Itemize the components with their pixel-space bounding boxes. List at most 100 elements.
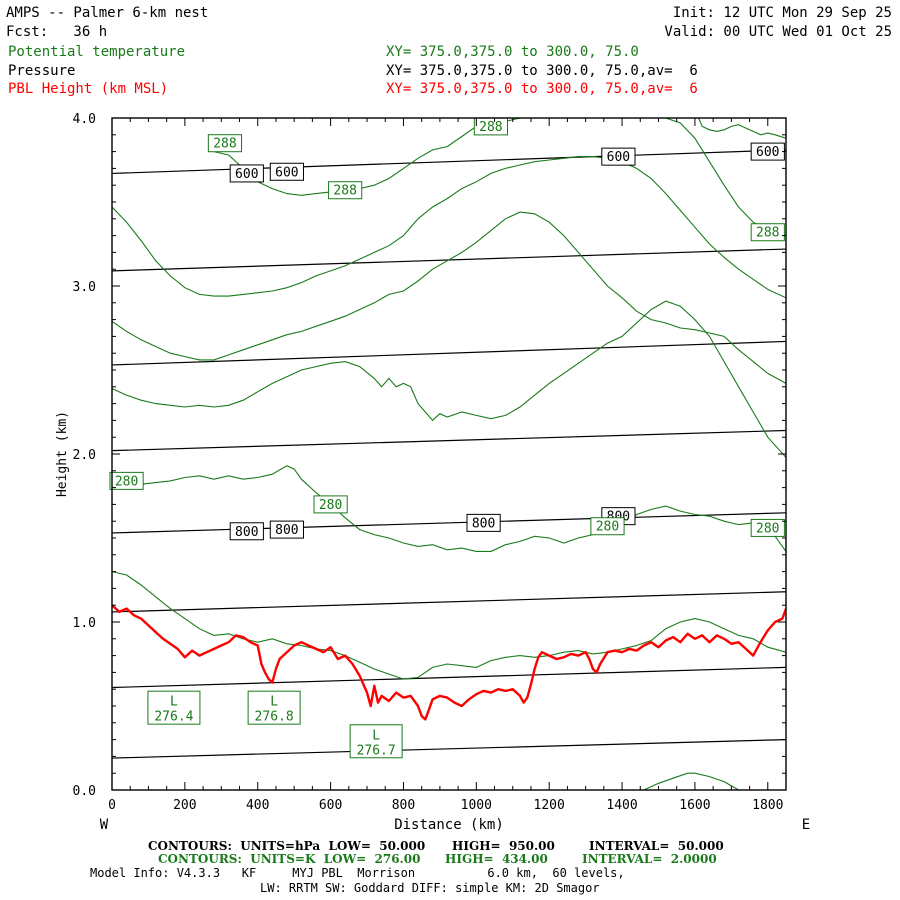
theta-label-2: 288	[473, 117, 508, 136]
west-label: W	[100, 817, 109, 833]
isobar-950	[112, 739, 786, 759]
axes-layer: 0 200 400 600 800 1000 1200 1400 1600 1800 0.0 1.0 2…	[55, 112, 810, 833]
theta-label-2-text: 288	[479, 120, 502, 135]
pressure-label-0-box	[229, 164, 264, 183]
theta-label-3: 288	[750, 223, 785, 242]
pressure-label-7-box	[601, 507, 636, 526]
theta-label-2-box	[473, 117, 508, 136]
forecast-hour: Fcst: 36 h	[6, 24, 108, 40]
x-tick-label: 1200	[534, 798, 565, 813]
isobar-650	[112, 248, 786, 272]
x-axis-title: Distance (km)	[394, 817, 504, 833]
theta-contour-2	[112, 156, 786, 299]
isobar-layer	[112, 149, 786, 759]
theta-label-5-text: 280	[319, 498, 342, 513]
x-tick-label: 1000	[461, 798, 492, 813]
x-tick-label: 1600	[679, 798, 710, 813]
pressure-label-4-box	[229, 522, 264, 541]
theta-label-3-text: 288	[756, 226, 779, 241]
contour-label-layer: 600 600 600 600 800 800 800 800 288 288 288 288 280 2…	[109, 117, 785, 759]
y-tick-label: 3.0	[73, 280, 96, 295]
x-tick-label: 1400	[606, 798, 637, 813]
theta-label-1-text: 288	[333, 184, 356, 199]
valid-time: Valid: 00 UTC Wed 01 Oct 25	[664, 24, 892, 40]
pressure-label-2-text: 600	[607, 150, 630, 165]
theta-contour-3	[112, 211, 786, 384]
pbl-layer	[112, 604, 786, 721]
isobar-900	[112, 666, 786, 689]
pressure-label-0: 600	[229, 164, 264, 183]
theta-contour-1	[213, 118, 786, 237]
low-letter-2: L	[372, 728, 380, 743]
pbl-height-line	[112, 604, 786, 721]
footer-hpa-high: HIGH= 950.00	[452, 839, 555, 853]
pressure-label-5-box	[269, 520, 304, 539]
theta-label-4-text: 280	[115, 474, 138, 489]
pressure-label-7: 800	[601, 507, 636, 526]
x-tick-label: 200	[173, 798, 196, 813]
theta-label-0: 288	[207, 134, 243, 153]
isobar-600	[112, 149, 786, 175]
pressure-label-1-text: 600	[275, 165, 298, 180]
field3-name: PBL Height (km MSL)	[8, 81, 169, 97]
theta-label-3-box	[750, 223, 785, 242]
pressure-label-1: 600	[269, 162, 304, 181]
theta-label-6-text: 280	[596, 520, 619, 535]
pressure-label-3-box	[750, 142, 785, 161]
y-tick-label: 1.0	[73, 616, 96, 631]
footer-hpa-low: CONTOURS: UNITS=hPa LOW= 50.000	[148, 839, 426, 853]
y-tick-label: 2.0	[73, 448, 96, 463]
pressure-label-3-text: 600	[756, 145, 779, 160]
low-value-2: 276.7	[357, 743, 396, 758]
field1-name: Potential temperature	[8, 44, 186, 60]
low-box-2	[349, 724, 403, 759]
x-tick-label: 0	[108, 798, 116, 813]
x-tick-label: 600	[319, 798, 342, 813]
pressure-label-7-text: 800	[607, 510, 630, 525]
x-tick-label: 400	[246, 798, 269, 813]
y-tick-label: 4.0	[73, 112, 96, 127]
plot-frame	[111, 117, 787, 791]
theta-contour-6	[112, 571, 786, 680]
theta-contour-7	[643, 772, 739, 790]
pressure-label-2-box	[601, 147, 636, 166]
footer-k-interval: INTERVAL= 2.0000	[582, 852, 717, 866]
x-tick-label: 800	[392, 798, 415, 813]
footer-k-low: CONTOURS: UNITS=K LOW= 276.00	[158, 852, 421, 866]
theta-label-6-box	[590, 517, 625, 536]
low-box-1	[247, 690, 301, 725]
theta-label-5-box	[313, 495, 348, 514]
pressure-label-6-text: 800	[472, 516, 495, 531]
isobar-850	[112, 591, 786, 613]
pressure-label-5-text: 800	[275, 523, 298, 538]
pressure-label-5: 800	[269, 520, 304, 539]
x-tick-label: 1800	[752, 798, 783, 813]
isobar-750	[112, 429, 786, 452]
field3-xy: XY= 375.0,375.0 to 300.0, 75.0,av= 6	[386, 81, 698, 97]
theta-layer	[112, 118, 786, 790]
theta-label-4-box	[109, 471, 144, 490]
theta-label-1: 288	[328, 181, 363, 200]
field2-name: Pressure	[8, 63, 76, 79]
field1-xy: XY= 375.0,375.0 to 300.0, 75.0	[386, 44, 639, 60]
low-value-1: 276.8	[255, 710, 294, 725]
y-tick-label: 0.0	[73, 784, 96, 799]
theta-label-0-text: 288	[213, 137, 236, 152]
theta-contour-4	[112, 300, 786, 458]
pressure-label-6: 800	[466, 513, 501, 532]
pressure-label-2: 600	[601, 147, 636, 166]
theta-label-7-text: 280	[756, 521, 779, 536]
theta-label-1-box	[328, 181, 363, 200]
pressure-label-3: 600	[750, 142, 785, 161]
isobar-700	[112, 340, 786, 366]
footer-k-high: HIGH= 434.00	[445, 852, 548, 866]
low-letter-0: L	[170, 695, 178, 710]
plot-title: AMPS -- Palmer 6-km nest	[6, 5, 209, 21]
theta-label-7: 280	[750, 518, 785, 537]
low-letter-1: L	[270, 695, 278, 710]
theta-label-6: 280	[590, 517, 625, 536]
